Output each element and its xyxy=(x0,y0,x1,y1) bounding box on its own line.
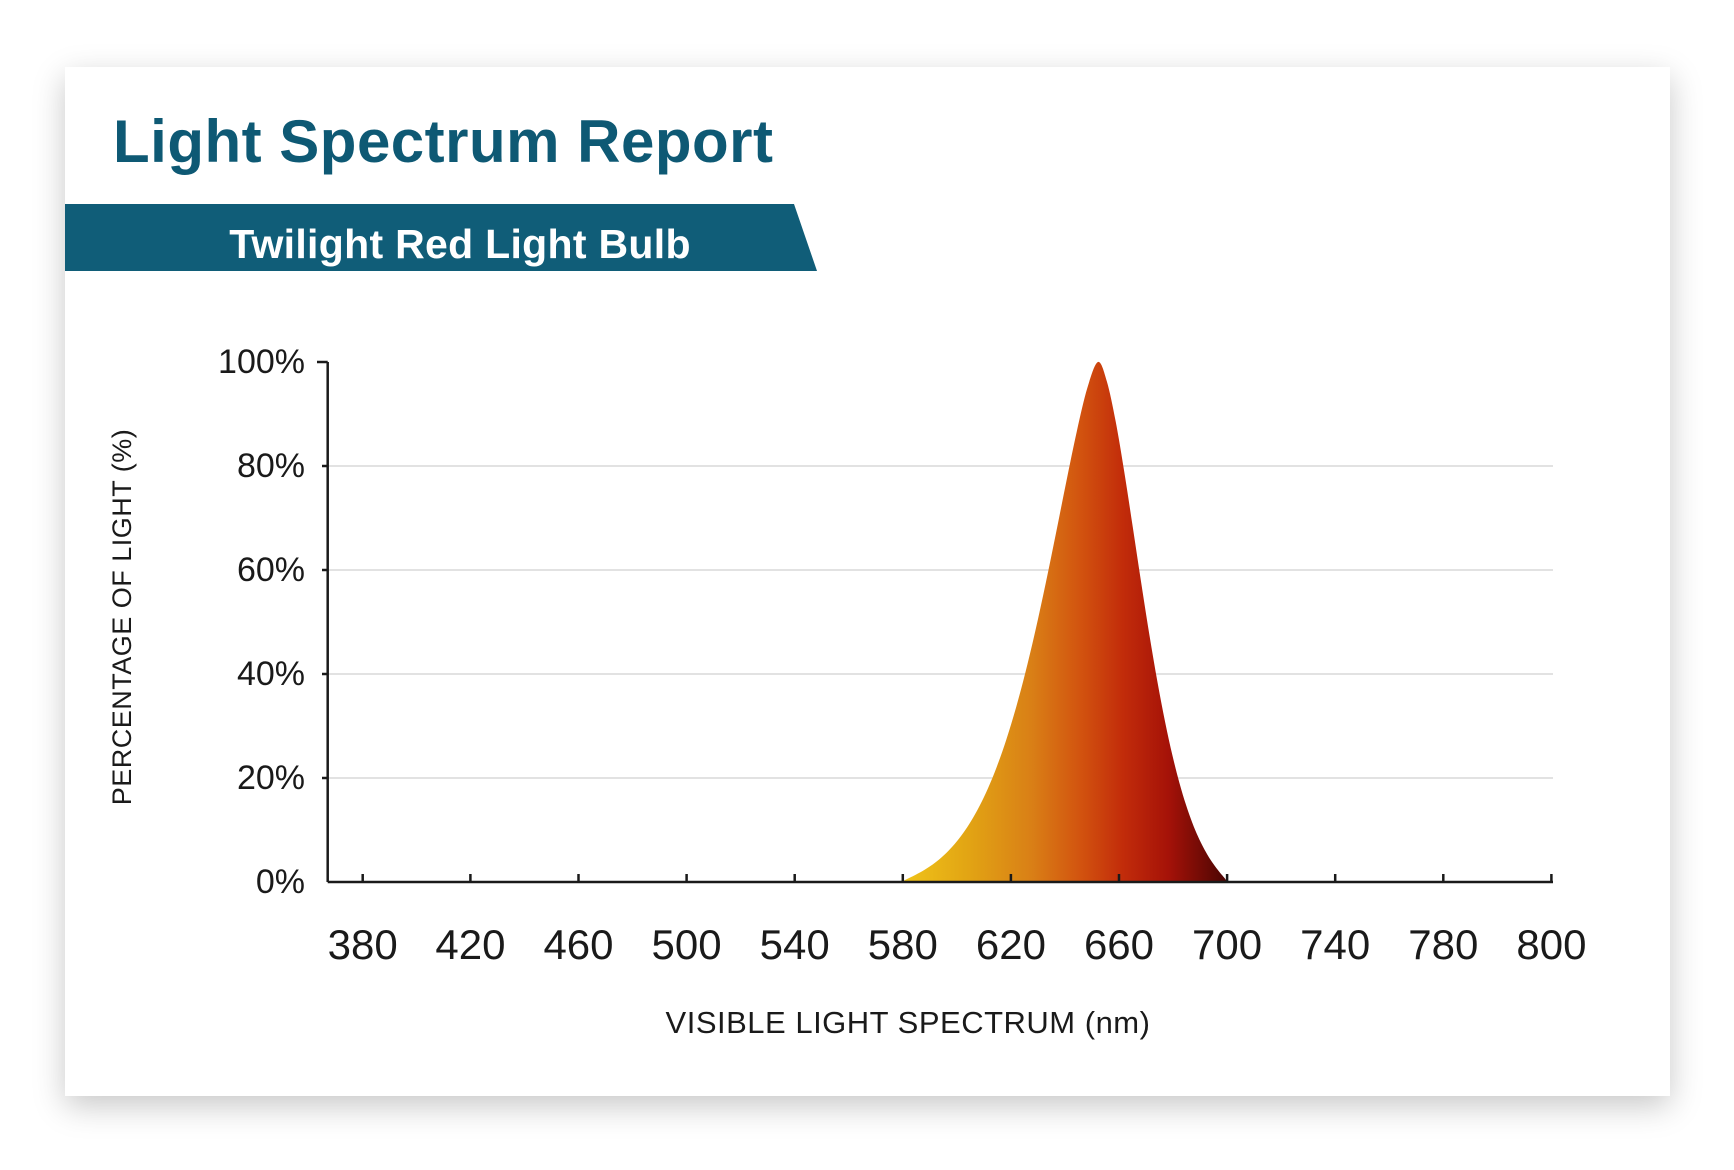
svg-text:VISIBLE LIGHT SPECTRUM (nm): VISIBLE LIGHT SPECTRUM (nm) xyxy=(666,1005,1151,1040)
svg-text:780: 780 xyxy=(1408,921,1478,968)
svg-text:60%: 60% xyxy=(237,551,305,589)
svg-text:580: 580 xyxy=(868,921,938,968)
svg-text:540: 540 xyxy=(760,921,830,968)
svg-text:740: 740 xyxy=(1300,921,1370,968)
svg-text:80%: 80% xyxy=(237,447,305,485)
svg-text:420: 420 xyxy=(435,921,505,968)
svg-text:0%: 0% xyxy=(256,863,305,901)
svg-text:460: 460 xyxy=(543,921,613,968)
svg-text:40%: 40% xyxy=(237,655,305,693)
svg-text:500: 500 xyxy=(652,921,722,968)
svg-text:20%: 20% xyxy=(237,759,305,797)
svg-text:660: 660 xyxy=(1084,921,1154,968)
svg-text:380: 380 xyxy=(328,921,398,968)
svg-text:620: 620 xyxy=(976,921,1046,968)
svg-text:PERCENTAGE OF LIGHT (%): PERCENTAGE OF LIGHT (%) xyxy=(107,429,137,806)
svg-text:100%: 100% xyxy=(218,343,305,381)
svg-text:700: 700 xyxy=(1192,921,1262,968)
svg-text:800: 800 xyxy=(1516,921,1586,968)
